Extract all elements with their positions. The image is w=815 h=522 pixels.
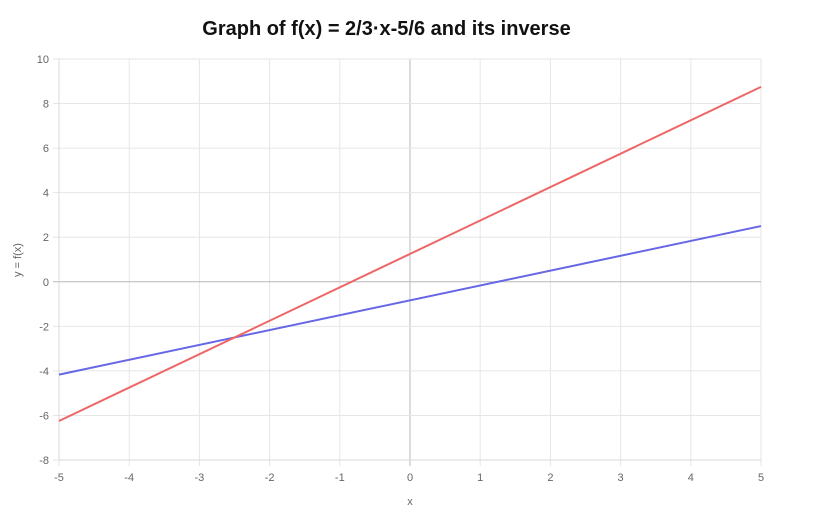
- function-line: [58, 85, 762, 422]
- y-tick-label: -2: [39, 321, 49, 333]
- x-tick-label: 2: [547, 472, 553, 484]
- x-tick-label: -3: [195, 472, 205, 484]
- y-tick-label: -6: [39, 410, 49, 422]
- x-tick-label: 5: [758, 472, 764, 484]
- y-axis-title: y = f(x): [12, 243, 24, 277]
- x-tick-label: 4: [688, 472, 694, 484]
- x-tick-label: -1: [335, 472, 345, 484]
- axes: [58, 59, 761, 461]
- tick-labels: -5 -4 -3 -2 -1 0 1 2 3 4 5 -8 -6 -4 -2 0 2 4 6 8 10: [37, 54, 764, 484]
- y-tick-label: 6: [43, 143, 49, 155]
- x-tick-label: -2: [265, 472, 275, 484]
- y-tick-label: 0: [43, 277, 49, 289]
- x-tick-label: -5: [54, 472, 64, 484]
- chart-title: Graph of f(x) = 2/3·x-5/6 and its invers…: [202, 18, 571, 40]
- x-tick-label: -4: [124, 472, 134, 484]
- y-tick-label: 4: [43, 188, 49, 200]
- grid: [53, 58, 762, 466]
- y-tick-label: 10: [37, 54, 49, 66]
- x-axis-title: x: [407, 496, 413, 508]
- inverse-function-line: [58, 225, 762, 376]
- x-tick-label: 0: [407, 472, 413, 484]
- series-lines: [58, 85, 762, 422]
- x-tick-label: 3: [618, 472, 624, 484]
- y-tick-label: 2: [43, 232, 49, 244]
- x-tick-label: 1: [477, 472, 483, 484]
- y-tick-label: 8: [43, 99, 49, 111]
- y-tick-label: -8: [39, 455, 49, 467]
- y-tick-label: -4: [39, 366, 49, 378]
